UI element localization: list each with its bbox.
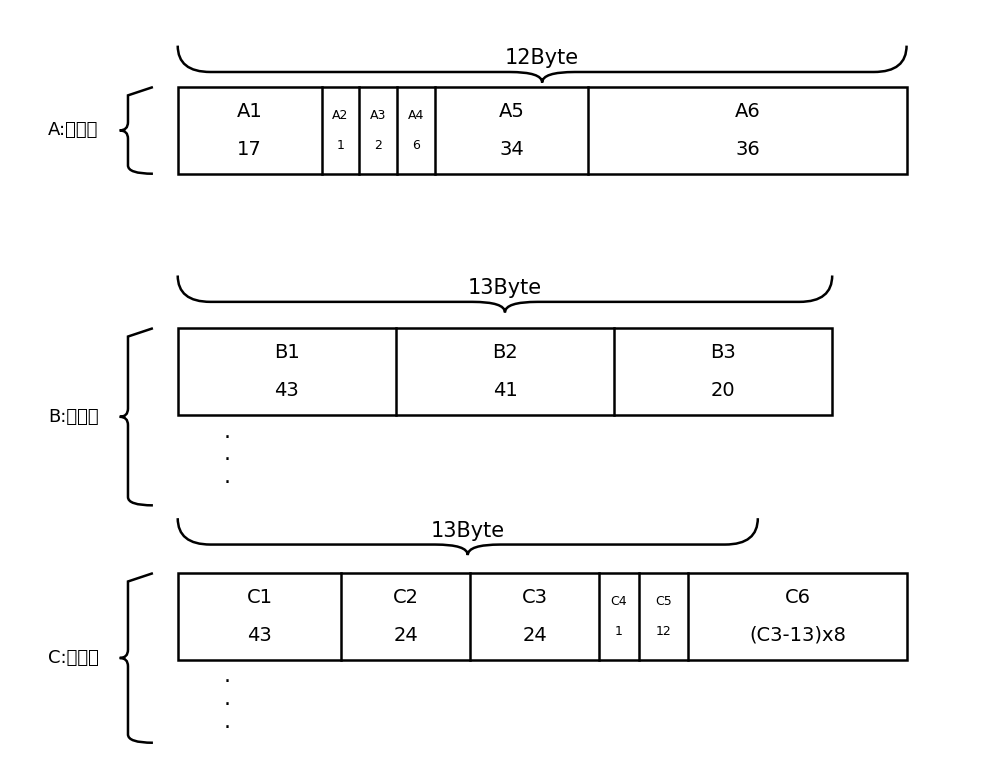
Text: 13Byte: 13Byte: [468, 278, 542, 298]
Text: 17: 17: [237, 139, 262, 158]
Bar: [178, 87, 907, 174]
Text: 2: 2: [374, 139, 382, 152]
Text: 20: 20: [711, 381, 735, 400]
Text: C:日志区: C:日志区: [48, 649, 98, 667]
Text: C5: C5: [655, 595, 672, 608]
Text: B2: B2: [492, 343, 518, 362]
Text: C6: C6: [784, 588, 810, 607]
Text: B3: B3: [710, 343, 736, 362]
Text: 36: 36: [735, 139, 760, 158]
Text: ·: ·: [224, 673, 231, 693]
Text: B1: B1: [274, 343, 300, 362]
Text: C1: C1: [247, 588, 273, 607]
Bar: [178, 573, 907, 660]
Text: 24: 24: [393, 626, 418, 645]
Text: 34: 34: [499, 139, 524, 158]
Text: ·: ·: [224, 718, 231, 738]
Text: 1: 1: [615, 625, 623, 638]
Text: (C3-13)x8: (C3-13)x8: [749, 626, 846, 645]
Text: 6: 6: [412, 139, 420, 152]
Bar: [178, 328, 832, 415]
Text: ·: ·: [224, 695, 231, 715]
Text: A6: A6: [735, 102, 760, 121]
Text: A3: A3: [370, 109, 386, 122]
Text: A5: A5: [498, 102, 524, 121]
Text: A2: A2: [332, 109, 349, 122]
Text: ·: ·: [224, 427, 231, 447]
Text: 24: 24: [522, 626, 547, 645]
Text: 12Byte: 12Byte: [505, 48, 579, 69]
Text: B:索引区: B:索引区: [48, 408, 98, 426]
Text: 43: 43: [274, 381, 299, 400]
Text: A4: A4: [408, 109, 424, 122]
Text: 43: 43: [247, 626, 272, 645]
Text: A1: A1: [237, 102, 262, 121]
Text: ·: ·: [224, 450, 231, 470]
Text: A:参数区: A:参数区: [48, 121, 98, 139]
Text: ·: ·: [224, 472, 231, 493]
Text: 41: 41: [493, 381, 517, 400]
Text: C2: C2: [393, 588, 419, 607]
Text: C4: C4: [611, 595, 627, 608]
Text: C3: C3: [522, 588, 548, 607]
Text: 13Byte: 13Byte: [431, 520, 505, 541]
Text: 12: 12: [656, 625, 672, 638]
Text: 1: 1: [336, 139, 344, 152]
